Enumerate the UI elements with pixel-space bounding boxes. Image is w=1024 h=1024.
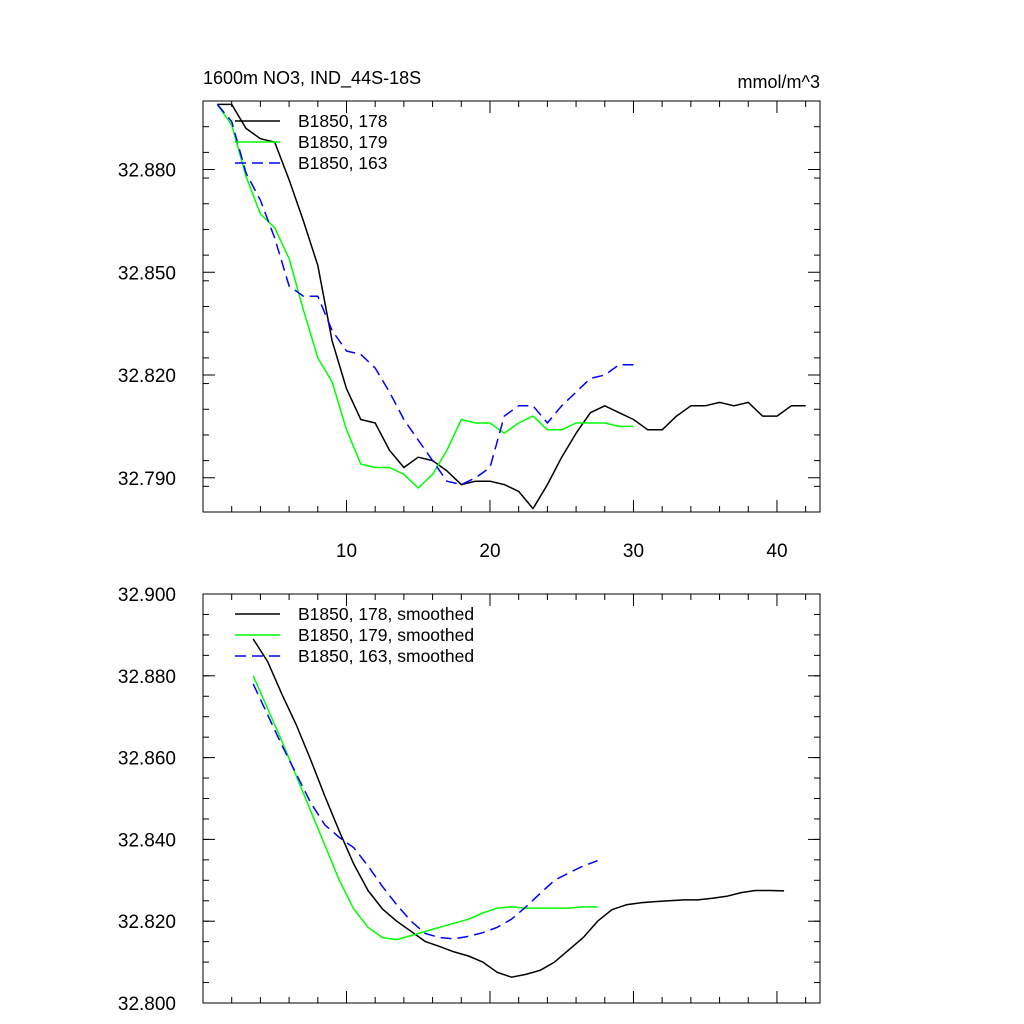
x-tick-label: 30: [623, 541, 644, 562]
y-tick-label: 32.900: [118, 585, 176, 606]
plot-frame: [202, 593, 821, 1004]
x-tick-label: 20: [479, 541, 500, 562]
legend-label-3: B1850, 163, smoothed: [298, 646, 474, 666]
x-tick-label: 40: [766, 541, 787, 562]
legend-label-1: B1850, 178, smoothed: [298, 604, 474, 624]
plot-frame: [202, 100, 821, 513]
y-tick-label: 32.790: [118, 469, 176, 490]
y-tick-label: 32.880: [118, 667, 176, 688]
y-tick-label: 32.800: [118, 994, 176, 1015]
bottom-panel: 32.800 32.820 32.840 32.860 32.880 32.900 B185…: [118, 585, 821, 1015]
y-tick-label: 32.850: [118, 263, 176, 284]
x-tick-label: 10: [336, 541, 357, 562]
legend-label-2: B1850, 179: [298, 132, 388, 152]
y-tick-label: 32.840: [118, 830, 176, 851]
y-tick-label: 32.820: [118, 366, 176, 387]
y-tick-label: 32.820: [118, 912, 176, 933]
chart-title: 1600m NO3, IND_44S-18S: [203, 68, 421, 89]
series-line-3: [216, 103, 634, 486]
y-tick-label: 32.880: [118, 161, 176, 182]
legend-label-1: B1850, 178: [298, 111, 388, 131]
series-line-1: [217, 103, 806, 510]
y-tick-label: 32.860: [118, 749, 176, 770]
top-panel: 10 20 30 40 32.790 32.820 32.850 32.880 1600m NO…: [118, 68, 821, 562]
series-line-3: [252, 683, 598, 940]
units-label: mmol/m^3: [738, 72, 820, 92]
legend-label-3: B1850, 163: [298, 153, 388, 173]
series-line-1: [252, 638, 785, 978]
series-line-2: [252, 675, 598, 941]
series-line-2: [216, 103, 634, 489]
legend-label-2: B1850, 179, smoothed: [298, 625, 474, 645]
